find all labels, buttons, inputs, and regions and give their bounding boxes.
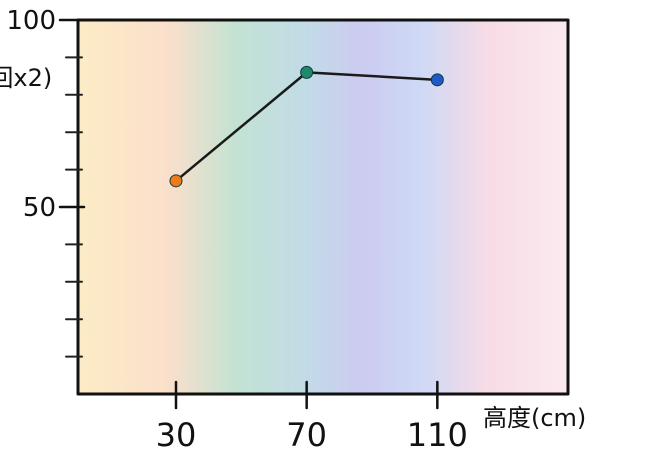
plot-background [78, 20, 568, 394]
series-layer [169, 65, 444, 188]
y-axis-label: (回x2) [0, 64, 52, 92]
y-tick-label: 50 [23, 193, 56, 223]
data-point [300, 65, 314, 79]
y-axis: 50 100 [6, 6, 86, 358]
x-tick-label: 70 [286, 416, 327, 454]
data-point [430, 73, 444, 87]
x-axis-label: 高度(cm) [483, 404, 586, 432]
x-tick-label: 110 [407, 416, 468, 454]
y-tick-label: 100 [6, 6, 56, 36]
x-tick-label: 30 [156, 416, 197, 454]
x-axis: 30 70 110 [156, 380, 468, 454]
data-point [169, 174, 183, 188]
